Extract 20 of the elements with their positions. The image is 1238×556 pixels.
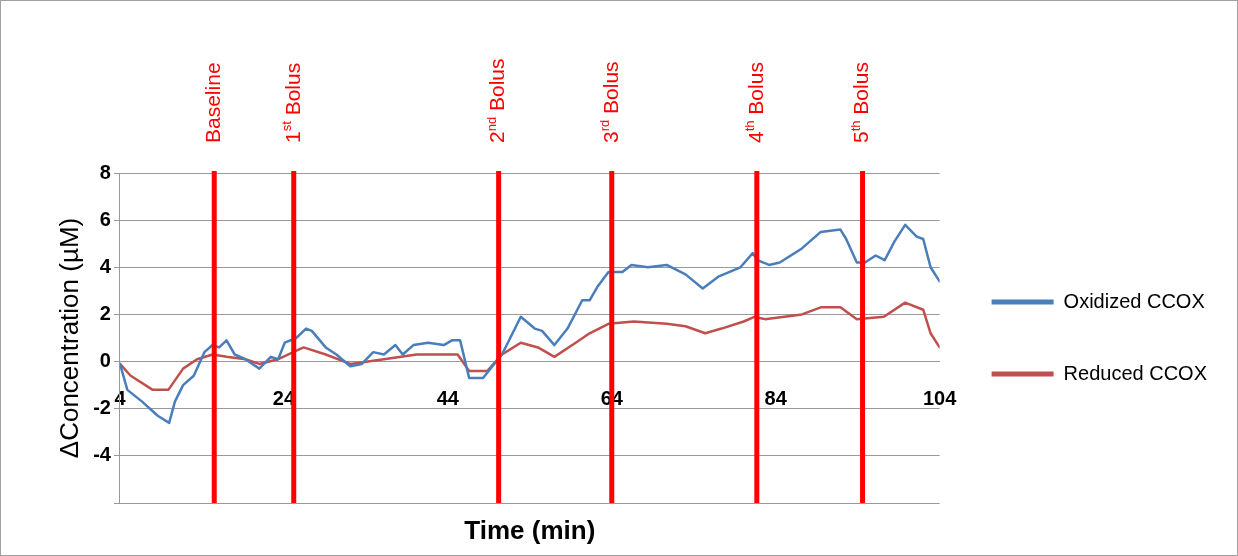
ref-line-label: 2nd Bolus — [484, 58, 509, 143]
y-tick-label: -2 — [93, 396, 111, 419]
y-tick-label: 6 — [99, 207, 111, 230]
x-tick-label: 84 — [764, 387, 788, 410]
ref-line-label: 4th Bolus — [742, 62, 767, 143]
ref-line-label: 5th Bolus — [848, 62, 873, 143]
x-tick-label: 104 — [922, 387, 958, 410]
y-tick-label: -4 — [93, 443, 112, 466]
ref-line-label: Baseline — [201, 62, 225, 143]
y-tick-label: 4 — [99, 254, 112, 277]
x-tick-label: 44 — [436, 387, 460, 410]
y-tick-label: 0 — [99, 349, 111, 372]
ref-line-label: 3rd Bolus — [597, 61, 622, 143]
y-tick-label: 2 — [99, 301, 111, 324]
x-axis-title: Time (min) — [464, 515, 596, 546]
ref-line-label: 1st Bolus — [279, 62, 304, 143]
legend-label: Reduced CCOX — [1063, 361, 1208, 384]
y-tick-label: 8 — [99, 160, 111, 183]
legend-label: Oxidized CCOX — [1063, 289, 1205, 312]
y-axis-title: ΔConcentration (µM) — [53, 217, 84, 459]
